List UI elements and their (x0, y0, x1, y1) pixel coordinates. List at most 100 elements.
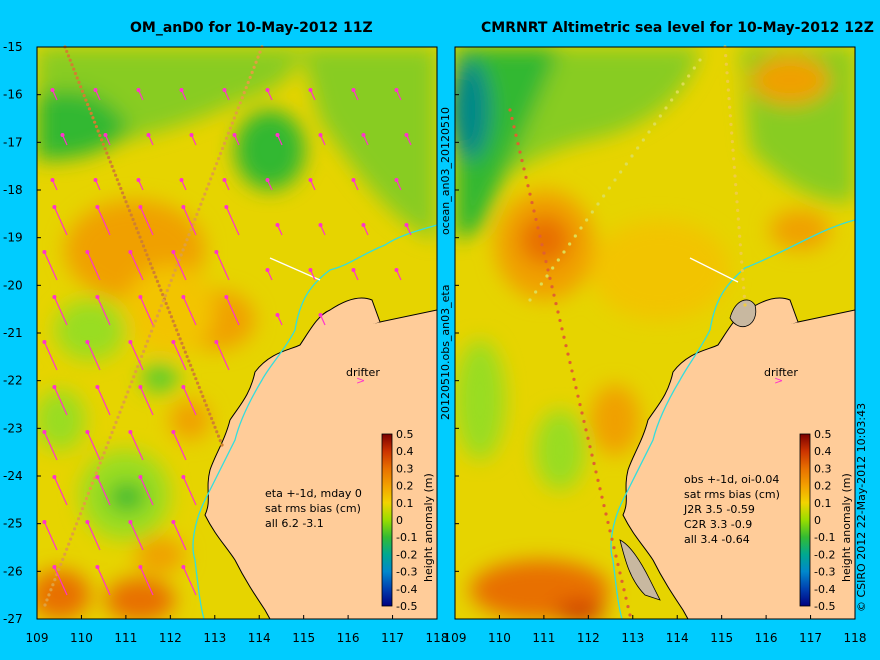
lon-tick-label: 112 (577, 631, 600, 645)
track-point (558, 318, 562, 323)
track-point (556, 258, 560, 262)
lon-tick-label: 118 (426, 631, 449, 645)
track-point (169, 315, 174, 319)
current-vector (351, 88, 359, 101)
current-vector (404, 133, 412, 146)
current-vector (275, 133, 283, 146)
lon-tick-label: 115 (292, 631, 315, 645)
left-colorbar-label: height anomaly (m) (422, 473, 435, 582)
track-point (183, 243, 187, 247)
current-vector (308, 268, 316, 281)
colorbar-tick-label: -0.4 (814, 583, 835, 596)
middle-caption-top: ocean_an03_20120510 (439, 107, 452, 235)
track-point (140, 239, 144, 244)
current-vector (136, 88, 144, 101)
track-point (539, 282, 543, 286)
track-point (576, 394, 580, 398)
track-point (556, 310, 560, 314)
track-point (726, 88, 730, 92)
colorbar-tick-label: 0.3 (814, 462, 832, 475)
track-point (175, 328, 179, 332)
track-point (159, 304, 163, 308)
track-point (592, 461, 596, 466)
left-satellite-tracks (43, 45, 264, 607)
track-point (88, 486, 92, 490)
track-point (624, 596, 628, 600)
track-point (570, 369, 574, 373)
track-point (687, 74, 691, 78)
track-point (552, 293, 556, 297)
current-vector (93, 178, 101, 191)
track-point (68, 58, 72, 62)
lon-tick-label: 109 (26, 631, 49, 645)
track-point (548, 276, 552, 280)
track-point (77, 80, 81, 84)
track-point (136, 231, 140, 235)
left-land (192, 224, 437, 619)
current-vector (361, 223, 369, 236)
track-point (630, 154, 634, 158)
current-vector (265, 268, 273, 281)
colorbar-tick-label: -0.1 (396, 531, 417, 544)
track-point (614, 554, 618, 558)
track-point (129, 213, 133, 217)
left-map-title: OM_anD0 for 10-May-2012 11Z (130, 20, 373, 36)
track-point (51, 583, 55, 587)
right-stats-line-4: C2R 3.3 -0.9 (684, 518, 752, 531)
track-point (736, 217, 740, 221)
track-point (166, 306, 170, 310)
track-point (737, 226, 741, 230)
track-point (586, 436, 590, 440)
track-point (190, 368, 194, 372)
track-point (134, 226, 139, 230)
track-point (534, 290, 538, 294)
right-colorbar: 0.5 0.4 0.3 0.2 0.1 0 -0.1 -0.2 -0.3 -0.4 -0.5 hei… (799, 428, 853, 613)
track-point (742, 286, 746, 290)
track-point (734, 183, 738, 187)
track-point (524, 175, 528, 179)
current-vector (394, 178, 402, 191)
current-vector (224, 205, 240, 236)
track-point (100, 138, 104, 142)
track-point (155, 314, 160, 318)
lon-tick-label: 111 (114, 631, 137, 645)
track-point (116, 415, 120, 419)
current-vector (181, 205, 197, 236)
track-point (568, 360, 572, 365)
track-point (220, 443, 224, 447)
track-point (185, 238, 189, 242)
lon-tick-label: 118 (844, 631, 867, 645)
track-point (147, 334, 152, 338)
track-point (540, 243, 544, 247)
track-point (94, 471, 98, 475)
track-point (96, 129, 100, 133)
track-point (554, 301, 558, 306)
colorbar-tick-label: 0 (396, 514, 403, 527)
track-point (163, 293, 167, 298)
track-point (542, 251, 546, 255)
track-point (203, 192, 207, 196)
lat-tick-label: -18 (3, 183, 23, 197)
colorbar-tick-label: -0.3 (814, 566, 835, 579)
lat-tick-label: -24 (3, 469, 23, 483)
track-point (173, 268, 177, 272)
track-point (159, 288, 163, 292)
current-vector (232, 133, 240, 146)
track-point (154, 275, 158, 279)
track-point (57, 567, 61, 572)
track-point (216, 434, 221, 438)
track-point (530, 200, 534, 205)
track-point (201, 197, 205, 201)
track-point (98, 461, 102, 465)
track-point (602, 503, 606, 508)
track-point (698, 58, 702, 62)
track-point (143, 248, 147, 253)
track-point (248, 75, 252, 80)
track-point (114, 420, 118, 424)
track-point (607, 186, 611, 190)
track-point (213, 425, 217, 429)
right-stats-line-5: all 3.4 -0.64 (684, 533, 750, 546)
track-point (136, 364, 140, 369)
track-point (732, 157, 736, 161)
current-vector (60, 133, 68, 146)
